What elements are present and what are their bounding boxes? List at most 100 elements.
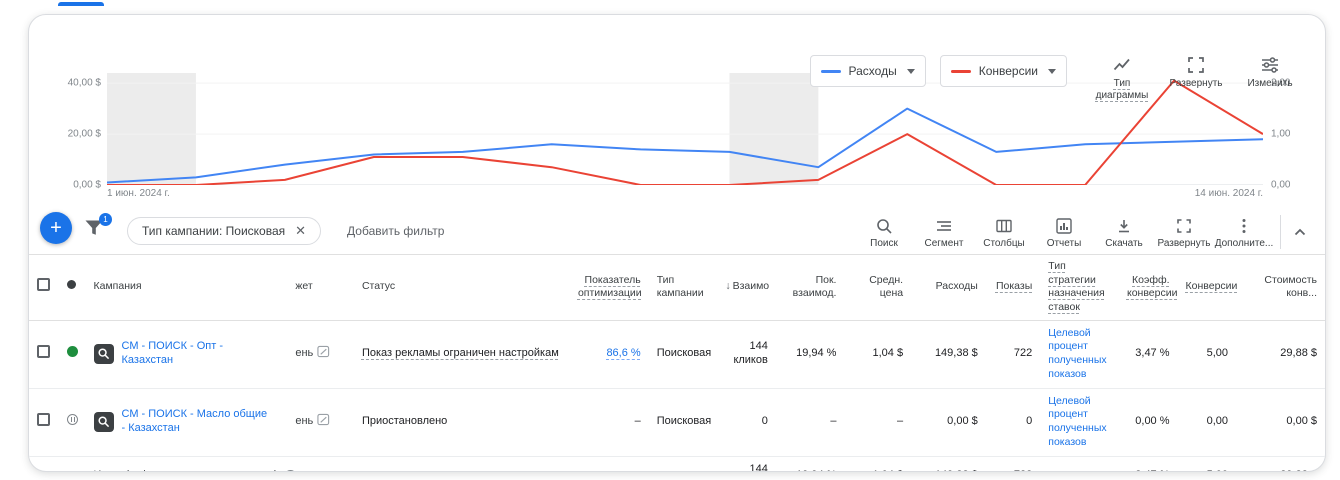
cell-conversions: 0,00 (1177, 388, 1237, 457)
campaign-row[interactable]: СМ - ПОИСК - Опт - Казахстан ень Показ р… (29, 320, 1325, 389)
total-conv-rate: 3,47 % (1118, 456, 1178, 471)
x-axis: 1 июн. 2024 г. 14 июн. 2024 г. (107, 188, 1263, 207)
more-vertical-icon (1242, 218, 1246, 233)
total-conversions: 5,00 (1177, 456, 1237, 471)
col-header-avg_cost[interactable]: Средн. цена (844, 255, 912, 321)
segment-icon (937, 220, 951, 231)
bid-strategy-link[interactable]: Целевой процент полученных показов (1048, 394, 1107, 448)
col-header-type[interactable]: Тип кампании (648, 255, 718, 321)
cell-conv-rate: 3,47 % (1118, 320, 1178, 389)
col-header-interaction_rate[interactable]: Пок. взаимод. (775, 255, 845, 321)
expand-table-button[interactable]: Развернуть (1154, 213, 1214, 249)
budget-edit-icon[interactable] (317, 345, 330, 363)
add-filter-button[interactable]: Добавить фильтр (347, 223, 445, 238)
filter-count-badge: 1 (99, 213, 112, 226)
expand-icon (1188, 57, 1204, 73)
col-header-opt_score[interactable]: Показатель оптимизации (569, 255, 649, 321)
cell-campaign: СМ - ПОИСК - Масло общие - Казахстан (85, 388, 288, 457)
search-button[interactable]: Поиск (854, 213, 914, 249)
cell-bid-strategy: Целевой процент полученных показов (1040, 388, 1119, 457)
download-button[interactable]: Скачать (1094, 213, 1154, 249)
help-icon[interactable] (283, 469, 297, 471)
chevron-up-icon (1294, 228, 1306, 235)
collapse-table-button[interactable] (1287, 213, 1317, 246)
y-left-tick: 20,00 $ (67, 128, 101, 140)
chart-type-button[interactable]: Тип диаграммы (1089, 55, 1155, 102)
columns-button[interactable]: Столбцы (974, 213, 1034, 249)
col-header-interactions[interactable]: ↓ Взаимо (717, 255, 776, 321)
chart-adjust-button[interactable]: Изменить (1237, 55, 1303, 102)
cell-avg-cost: – (844, 388, 912, 457)
col-header-conversions[interactable]: Конверсии (1177, 255, 1237, 321)
cell-budget[interactable]: ень (287, 388, 354, 457)
campaign-status-icon (67, 414, 79, 426)
campaign-row[interactable]: СМ - ПОИСК - Масло общие - Казахстан ень… (29, 388, 1325, 457)
col-header-cost_per_conv[interactable]: Стоимость конв... (1236, 255, 1325, 321)
y-right-tick: 0,00 (1271, 179, 1291, 191)
totals-row: Итого (отфильтрованные кампании) – 144 к… (29, 456, 1325, 471)
chart-type-label: Тип диаграммы (1095, 78, 1149, 101)
cell-cost: 149,38 $ (911, 320, 986, 389)
total-avg-cost: 1,04 $ (844, 456, 912, 471)
reports-button[interactable]: Отчеты (1034, 213, 1094, 249)
chart-toolbar: Тип диаграммы Развернуть Изменить (1089, 55, 1303, 102)
col-header-conv_rate[interactable]: Коэфф. конверсии (1118, 255, 1178, 321)
add-campaign-button[interactable]: + (40, 212, 72, 244)
col-header-budget[interactable]: жет (287, 255, 354, 321)
cell-budget[interactable]: ень (287, 320, 354, 389)
cell-opt-score: – (569, 388, 649, 457)
filter-bar: 1 Тип кампании: Поисковая ✕ Добавить фил… (29, 207, 1325, 255)
row-checkbox[interactable] (37, 345, 50, 359)
time-series-plot[interactable] (107, 73, 1263, 185)
cell-opt-score: 86,6 % (569, 320, 649, 389)
col-header-impressions[interactable]: Показы (985, 255, 1041, 321)
bid-strategy-link[interactable]: Целевой процент полученных показов (1048, 326, 1107, 380)
metric-selector-cost-label: Расходы (848, 64, 897, 78)
expand-icon (1177, 218, 1191, 233)
row-checkbox[interactable] (37, 413, 50, 427)
select-all-checkbox[interactable] (37, 278, 50, 292)
chevron-down-icon (1048, 68, 1056, 74)
metric-selector-conversions-label: Конверсии (978, 64, 1038, 78)
toolbar-divider (1280, 214, 1281, 249)
filters-button[interactable]: 1 (85, 213, 112, 241)
cell-interaction-rate: 19,94 % (775, 320, 845, 389)
filter-chip-campaign-type[interactable]: Тип кампании: Поисковая ✕ (127, 216, 322, 245)
metric-selector-conversions[interactable]: Конверсии (939, 55, 1067, 87)
search-campaign-icon (93, 412, 114, 433)
performance-chart: 40,00 $ 20,00 $ 0,00 $ 2,00 1,00 0,00 (45, 73, 1309, 191)
y-axis-left: 40,00 $ 20,00 $ 0,00 $ (45, 73, 107, 191)
cell-interactions: 0 (717, 388, 776, 457)
campaigns-panel: Расходы Конверсии Тип диаграммы Разверну… (28, 14, 1326, 472)
y-right-tick: 1,00 (1271, 128, 1291, 140)
cell-impressions: 722 (985, 320, 1041, 389)
cost-series-swatch (820, 69, 841, 73)
metric-selector-cost[interactable]: Расходы (809, 55, 926, 87)
campaign-link[interactable]: СМ - ПОИСК - Опт - Казахстан (121, 340, 224, 367)
campaign-status-icon (67, 346, 79, 358)
table-toolbar: Поиск Сегмент Столбцы Отчеты Скачать Раз… (854, 213, 1317, 249)
chart-section: Расходы Конверсии Тип диаграммы Разверну… (29, 15, 1325, 207)
col-header-cost[interactable]: Расходы (911, 255, 986, 321)
tune-icon (1262, 57, 1278, 73)
cell-bid-strategy: Целевой процент полученных показов (1040, 320, 1119, 389)
campaign-link[interactable]: СМ - ПОИСК - Масло общие - Казахстан (121, 408, 268, 435)
segment-button[interactable]: Сегмент (914, 213, 974, 249)
remove-filter-icon[interactable]: ✕ (295, 223, 307, 238)
col-header-bid_strategy[interactable]: Тип стратегии назначения ставок (1040, 255, 1119, 321)
col-header-status_text[interactable]: Статус (353, 255, 570, 321)
download-icon (1119, 219, 1129, 232)
y-right-tick: 2,00 (1271, 77, 1291, 89)
search-icon (877, 218, 892, 234)
chart-expand-button[interactable]: Развернуть (1163, 55, 1229, 102)
chevron-down-icon (906, 68, 915, 74)
more-options-button[interactable]: Дополните... (1214, 213, 1274, 249)
totals-label: Итого (отфильтрованные кампании) (94, 469, 278, 471)
filter-funnel-icon (85, 220, 103, 235)
active-tab-indicator (58, 2, 104, 6)
cell-status: Приостановлено (353, 388, 570, 457)
total-cost-per-conv: 29,88 $ (1236, 456, 1325, 471)
budget-edit-icon[interactable] (317, 413, 330, 431)
cell-campaign-type: Поисковая (648, 388, 718, 457)
col-header-name[interactable]: Кампания (85, 255, 288, 321)
